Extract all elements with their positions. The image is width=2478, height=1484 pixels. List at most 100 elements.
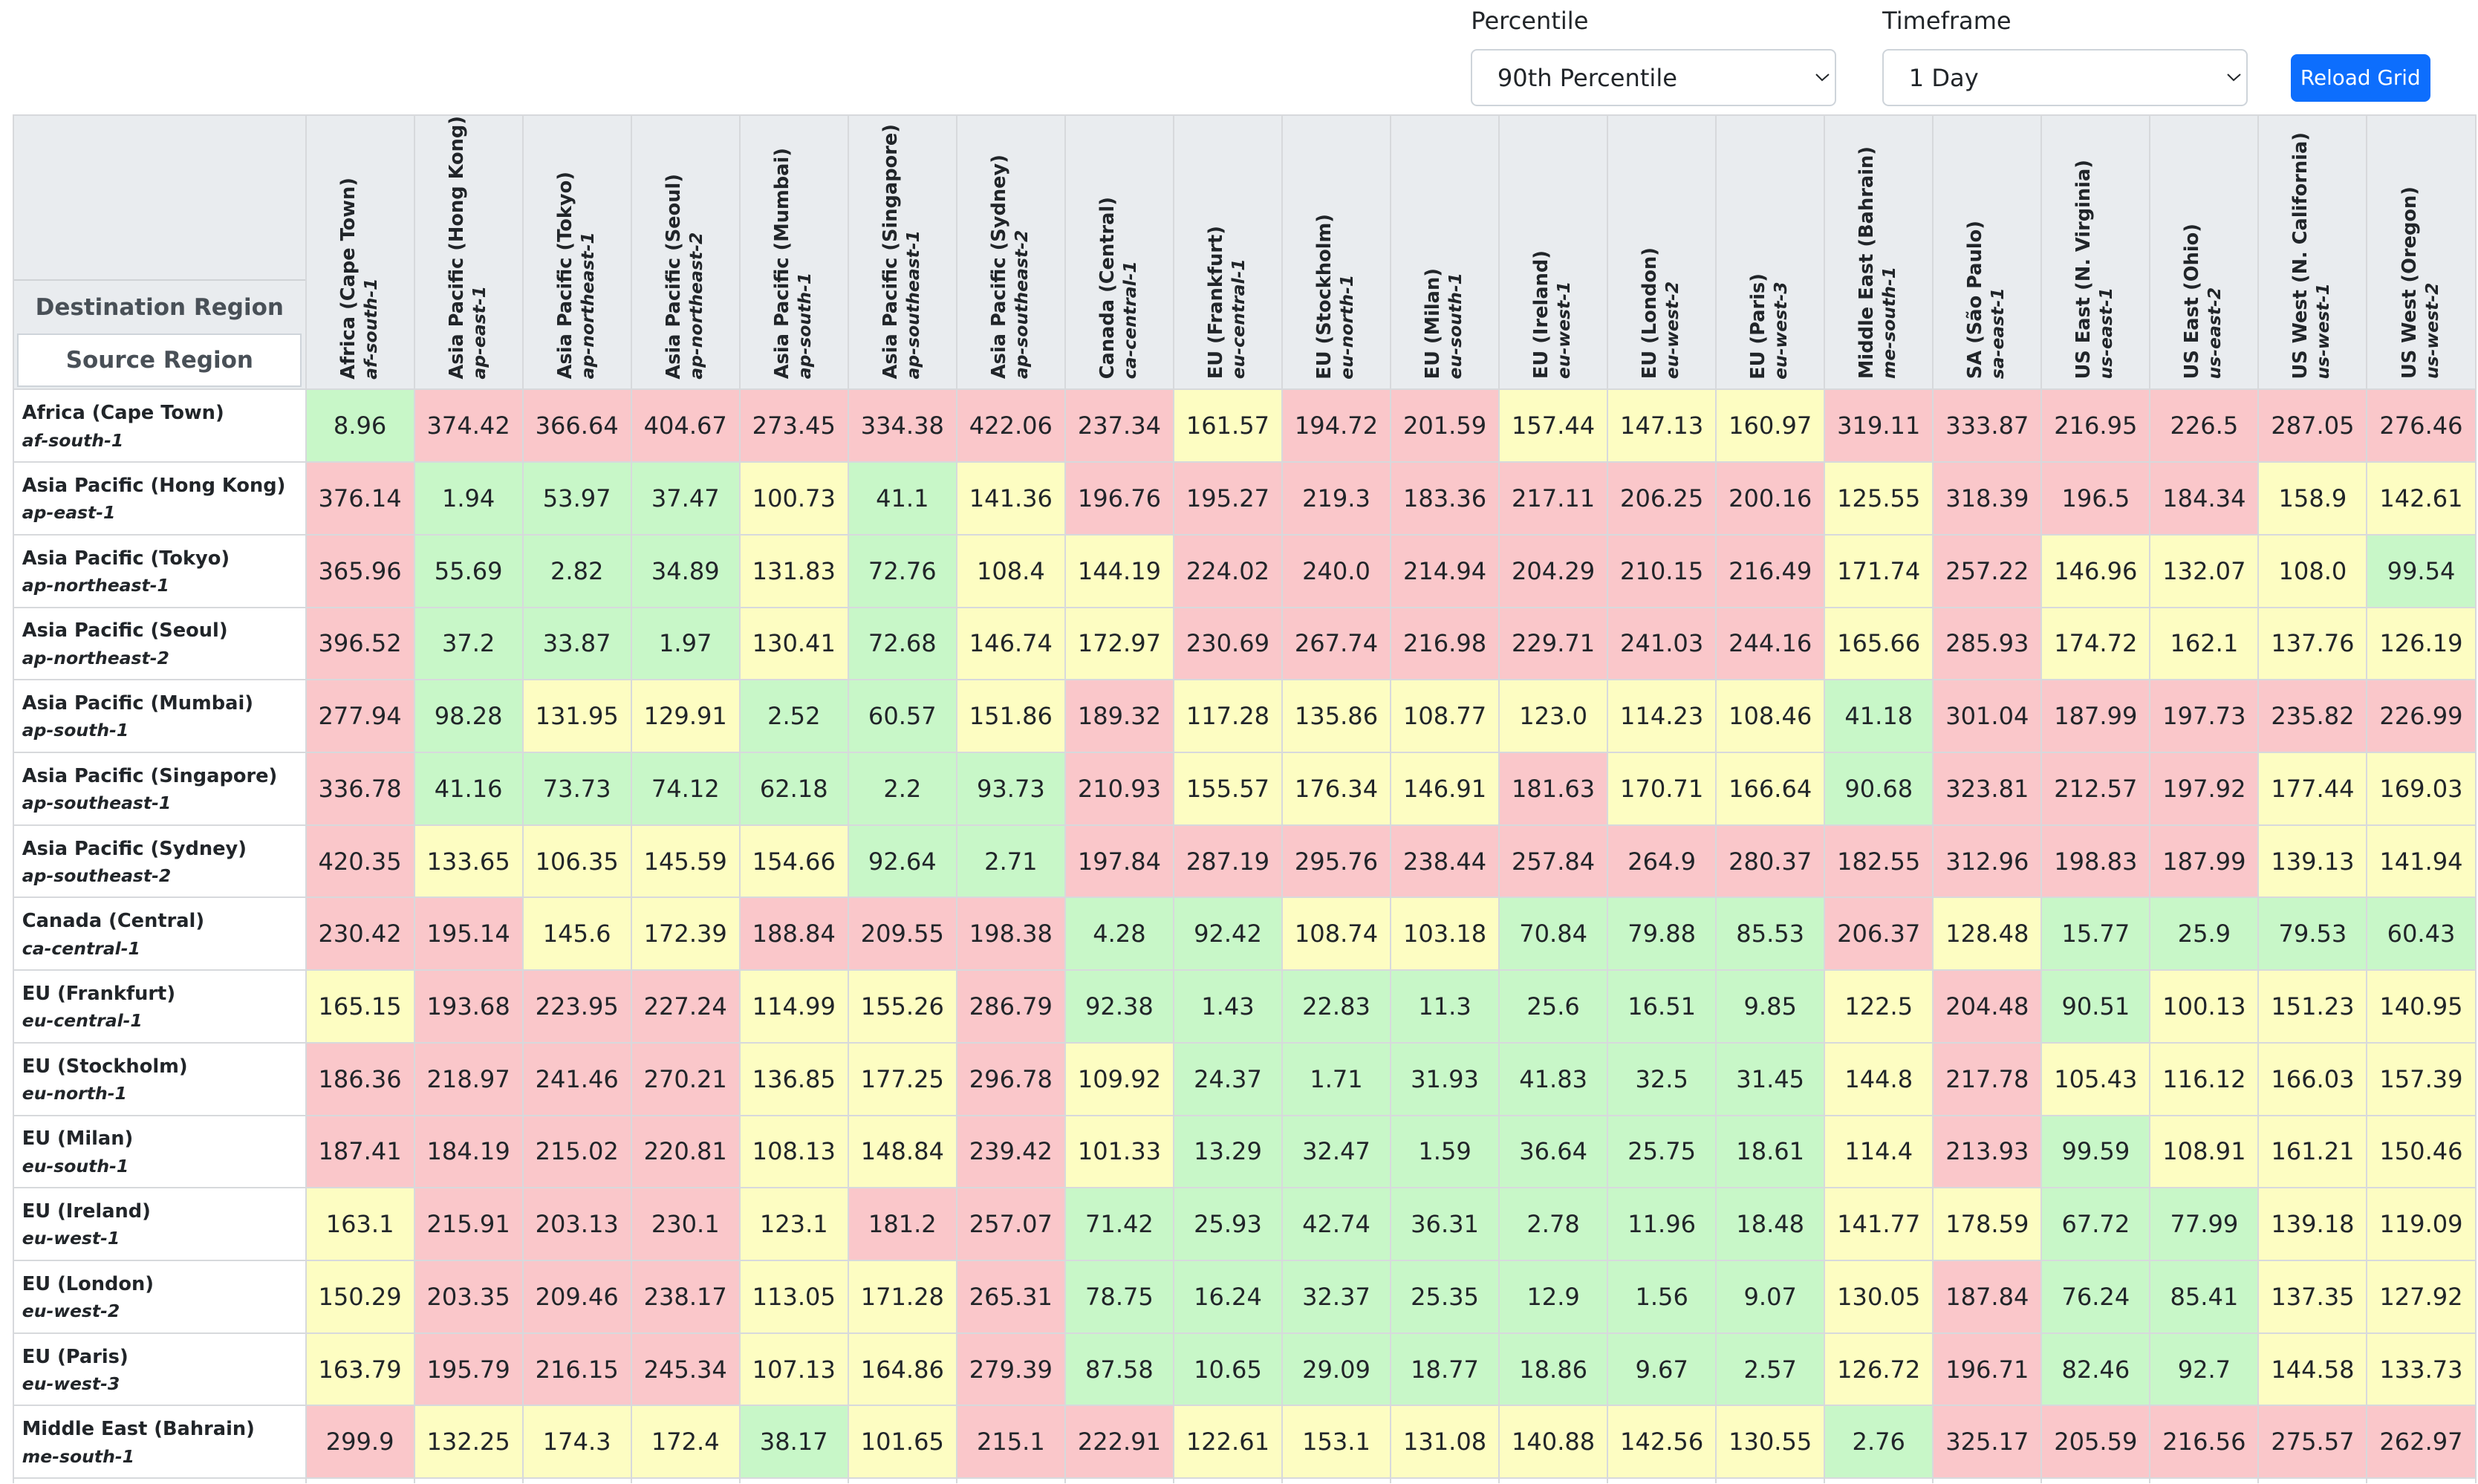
latency-cell bbox=[305, 1477, 415, 1484]
latency-cell: 312.96 bbox=[1932, 824, 2043, 899]
latency-cell: 197.73 bbox=[2149, 679, 2260, 753]
column-header: Middle East (Bahrain) me-south-1 bbox=[1824, 114, 1934, 391]
latency-cell: 108.46 bbox=[1715, 679, 1826, 753]
latency-cell: 122.5 bbox=[1824, 969, 1934, 1044]
column-header: US West (Oregon) us-west-2 bbox=[2366, 114, 2477, 391]
latency-cell: 131.08 bbox=[1390, 1405, 1500, 1480]
column-name: US East (Ohio) bbox=[2181, 224, 2204, 380]
reload-button[interactable]: Reload Grid bbox=[2290, 53, 2430, 102]
latency-cell: 223.95 bbox=[521, 969, 632, 1044]
latency-cell: 132.25 bbox=[413, 1405, 524, 1480]
percentile-select[interactable]: 90th Percentile bbox=[1471, 49, 1837, 107]
latency-cell: 148.84 bbox=[847, 1114, 957, 1189]
column-code: us-east-2 bbox=[2204, 287, 2225, 380]
latency-cell: 140.88 bbox=[1498, 1405, 1609, 1480]
latency-cell: 235.82 bbox=[2257, 679, 2368, 753]
latency-cell: 130.41 bbox=[738, 606, 849, 681]
latency-cell: 162.1 bbox=[2149, 606, 2260, 681]
latency-cell: 82.46 bbox=[2040, 1332, 2151, 1407]
latency-cell: 155.26 bbox=[847, 969, 957, 1044]
latency-cell: 193.68 bbox=[413, 969, 524, 1044]
latency-cell: 2.76 bbox=[1824, 1405, 1934, 1480]
latency-cell: 144.19 bbox=[1064, 533, 1174, 608]
latency-cell: 133.65 bbox=[413, 824, 524, 899]
latency-cell: 196.76 bbox=[1064, 461, 1174, 536]
latency-cell: 285.93 bbox=[1932, 606, 2043, 681]
latency-cell: 37.2 bbox=[413, 606, 524, 681]
latency-cell: 187.41 bbox=[305, 1114, 415, 1189]
timeframe-select[interactable]: 1 Day bbox=[1882, 49, 2248, 107]
column-header: SA (São Paulo) sa-east-1 bbox=[1932, 114, 2043, 391]
latency-cell: 237.34 bbox=[1064, 388, 1174, 463]
grid-row: Asia Pacific (Seoul) ap-northeast-2 396.52… bbox=[13, 606, 2477, 681]
latency-cell: 301.04 bbox=[1932, 679, 2043, 753]
latency-cell: 142.56 bbox=[1607, 1405, 1717, 1480]
latency-cell: 216.49 bbox=[1715, 533, 1826, 608]
latency-cell: 142.61 bbox=[2366, 461, 2477, 536]
column-header-text: EU (Ireland) eu-west-1 bbox=[1530, 250, 1575, 379]
latency-cell bbox=[1390, 1477, 1500, 1484]
latency-cell: 210.93 bbox=[1064, 751, 1174, 826]
latency-cell: 200.16 bbox=[1715, 461, 1826, 536]
latency-cell: 42.74 bbox=[1281, 1187, 1392, 1261]
latency-cell: 279.39 bbox=[955, 1332, 1066, 1407]
latency-cell: 195.27 bbox=[1172, 461, 1283, 536]
latency-cell: 1.56 bbox=[1607, 1259, 1717, 1334]
latency-cell: 18.48 bbox=[1715, 1187, 1826, 1261]
latency-cell: 2.71 bbox=[955, 824, 1066, 899]
column-name: SA (São Paulo) bbox=[1964, 221, 1987, 380]
latency-cell: 141.77 bbox=[1824, 1187, 1934, 1261]
latency-cell: 287.19 bbox=[1172, 824, 1283, 899]
row-code: eu-west-1 bbox=[22, 1228, 120, 1249]
latency-cell: 169.03 bbox=[2366, 751, 2477, 826]
latency-cell bbox=[1824, 1477, 1934, 1484]
row-name: EU (Stockholm) bbox=[22, 1055, 188, 1078]
column-header-text: Middle East (Bahrain) me-south-1 bbox=[1856, 146, 1901, 379]
column-code: ap-northeast-1 bbox=[576, 232, 598, 380]
latency-cell: 195.79 bbox=[413, 1332, 524, 1407]
latency-cell: 213.93 bbox=[1932, 1114, 2043, 1189]
latency-cell: 158.9 bbox=[2257, 461, 2368, 536]
latency-cell: 241.03 bbox=[1607, 606, 1717, 681]
latency-cell: 55.69 bbox=[413, 533, 524, 608]
latency-cell: 1.59 bbox=[1390, 1114, 1500, 1189]
latency-cell: 90.51 bbox=[2040, 969, 2151, 1044]
latency-cell: 123.1 bbox=[738, 1187, 849, 1261]
column-name: EU (Stockholm) bbox=[1313, 213, 1336, 380]
latency-cell: 18.77 bbox=[1390, 1332, 1500, 1407]
latency-cell: 374.42 bbox=[413, 388, 524, 463]
column-name: US East (N. Virginia) bbox=[2072, 159, 2095, 380]
column-header: EU (Paris) eu-west-3 bbox=[1715, 114, 1826, 391]
column-header-text: US East (N. Virginia) us-east-1 bbox=[2072, 159, 2118, 380]
column-header-text: Asia Pacific (Singapore) ap-southeast-1 bbox=[879, 124, 925, 379]
latency-cell: 174.72 bbox=[2040, 606, 2151, 681]
column-header: Asia Pacific (Singapore) ap-southeast-1 bbox=[847, 114, 957, 391]
latency-cell: 144.8 bbox=[1824, 1041, 1934, 1116]
latency-cell: 206.37 bbox=[1824, 896, 1934, 972]
grid-row: Canada (Central) ca-central-1 230.42 195.14… bbox=[13, 896, 2477, 972]
latency-cell: 217.78 bbox=[1932, 1041, 2043, 1116]
latency-cell: 99.54 bbox=[2366, 533, 2477, 608]
latency-cell: 286.79 bbox=[955, 969, 1066, 1044]
row-name: Asia Pacific (Tokyo) bbox=[22, 547, 230, 570]
latency-cell: 160.97 bbox=[1715, 388, 1826, 463]
latency-cell: 2.78 bbox=[1498, 1187, 1609, 1261]
row-code: af-south-1 bbox=[22, 429, 124, 451]
latency-cell: 98.28 bbox=[413, 679, 524, 753]
latency-cell: 18.86 bbox=[1498, 1332, 1609, 1407]
latency-cell: 9.85 bbox=[1715, 969, 1826, 1044]
latency-cell: 166.64 bbox=[1715, 751, 1826, 826]
latency-cell: 171.28 bbox=[847, 1259, 957, 1334]
row-code: ap-south-1 bbox=[22, 720, 129, 741]
latency-cell bbox=[1172, 1477, 1283, 1484]
latency-cell: 161.21 bbox=[2257, 1114, 2368, 1189]
latency-cell: 230.1 bbox=[630, 1187, 741, 1261]
column-code: ap-southeast-2 bbox=[1010, 230, 1032, 380]
latency-cell: 257.22 bbox=[1932, 533, 2043, 608]
latency-cell: 215.02 bbox=[521, 1114, 632, 1189]
latency-cell: 1.94 bbox=[413, 461, 524, 536]
row-code: eu-west-3 bbox=[22, 1373, 120, 1394]
latency-cell: 165.15 bbox=[305, 969, 415, 1044]
latency-cell: 126.19 bbox=[2366, 606, 2477, 681]
